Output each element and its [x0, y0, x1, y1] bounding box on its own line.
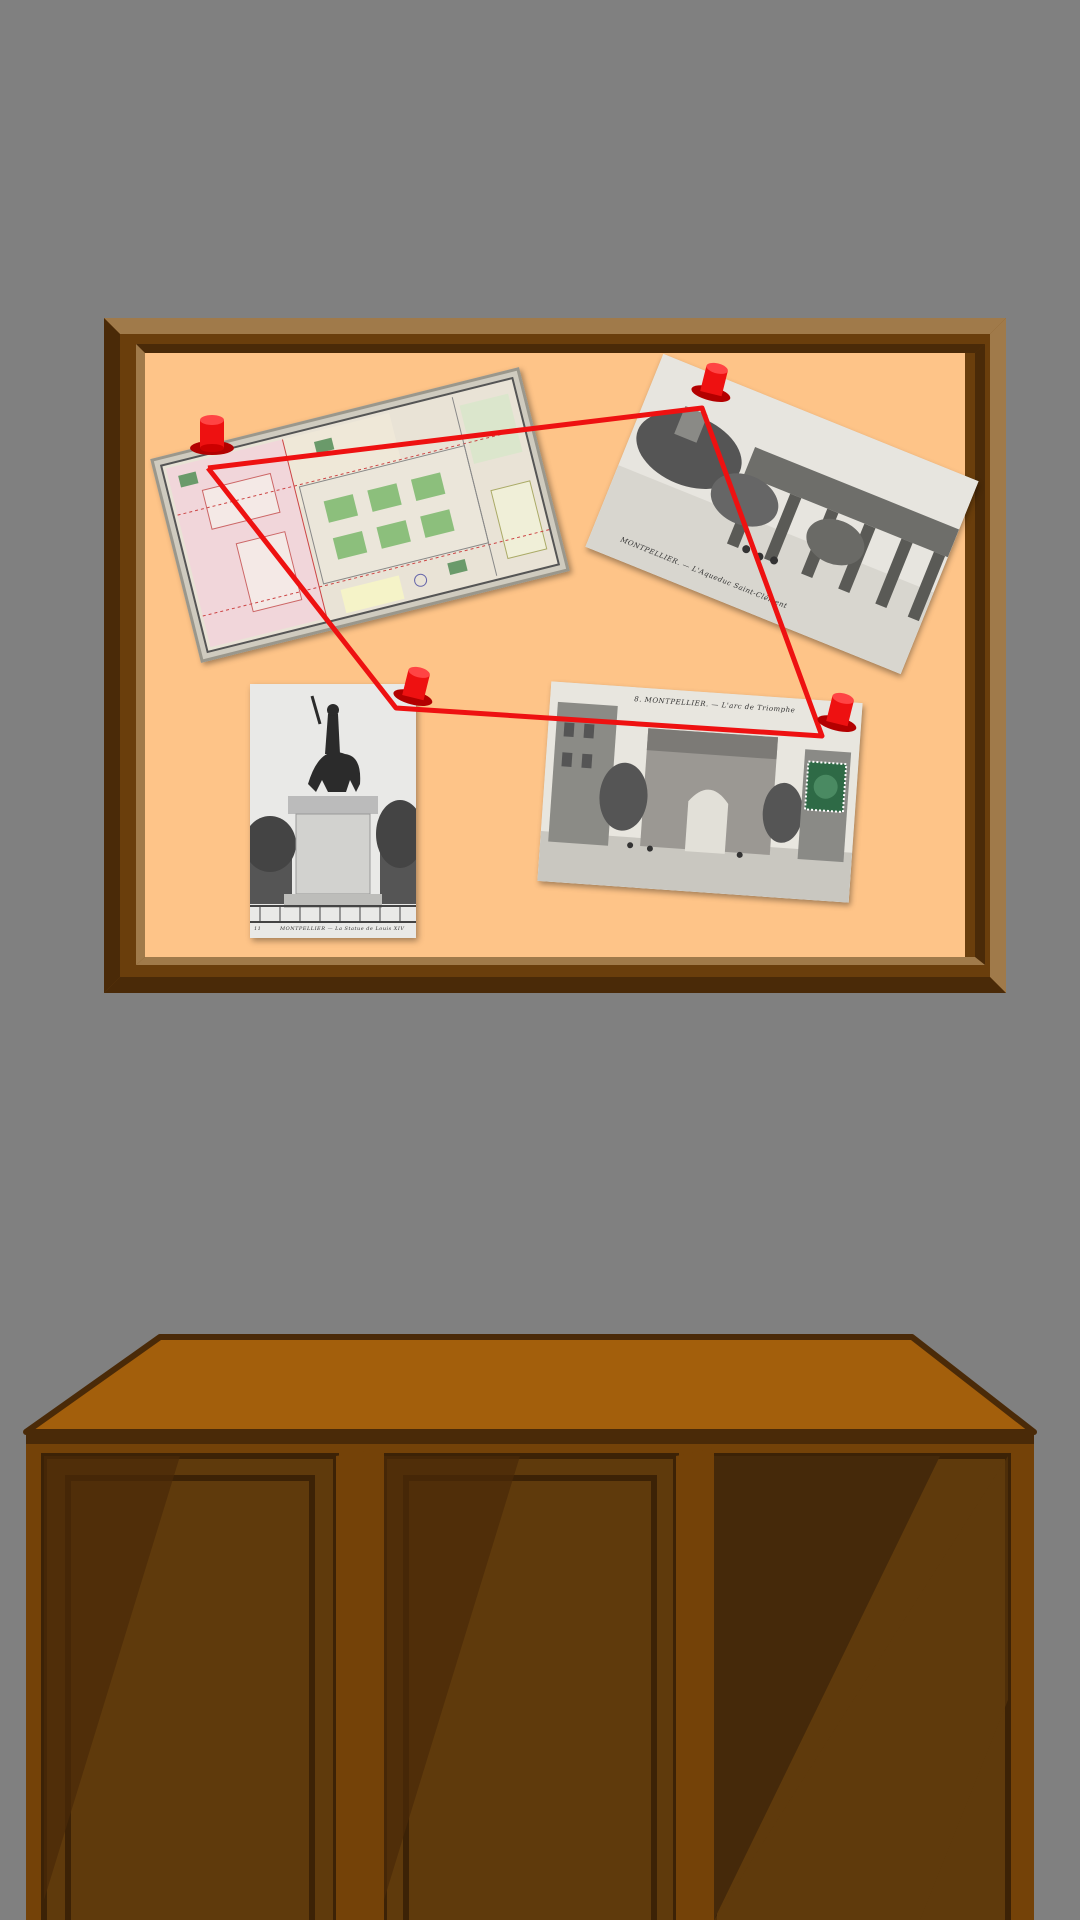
frame-inner-shadow-top: [136, 344, 985, 353]
frame-bevel-right: [990, 318, 1006, 993]
pushpin-icon: [691, 362, 731, 402]
cabinet-door-left[interactable]: [41, 1453, 339, 1920]
pushpin-icon: [190, 415, 234, 455]
frame-bevel-left: [104, 318, 120, 993]
cabinet-door-middle[interactable]: [381, 1453, 679, 1920]
pushpin-icon: [817, 692, 857, 732]
frame-inner-light-left: [136, 344, 145, 965]
statue-caption: MONTPELLIER — La Statue de Louis XIV: [280, 926, 405, 932]
statue-number: 11: [254, 926, 262, 932]
pushpin-icon: [393, 666, 433, 706]
frame-bevel-bottom: [104, 977, 1006, 993]
cabinet-top[interactable]: [23, 1334, 1037, 1435]
frame-bevel-top: [104, 318, 1006, 334]
pin-map[interactable]: [188, 410, 236, 460]
pin-aqueduct[interactable]: [685, 351, 744, 411]
pin-statue[interactable]: [387, 655, 446, 715]
frame-inner-light-bottom: [136, 957, 985, 965]
pin-arch[interactable]: [811, 681, 870, 741]
cabinet-door-right[interactable]: [711, 1453, 1011, 1920]
frame-inner-shadow-right: [975, 344, 985, 965]
